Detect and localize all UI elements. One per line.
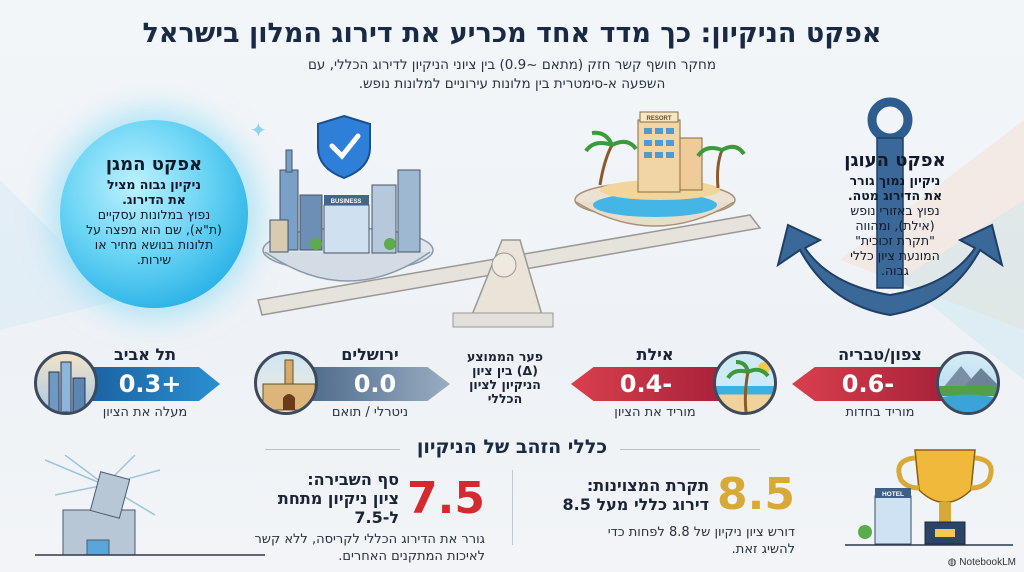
- palm-beach-icon: [713, 351, 777, 415]
- anchor-effect-bold-1: ניקיון נמוך גורר: [849, 173, 941, 188]
- anchor-effect-text: אפקט העוגן ניקיון נמוך גורר את הדירוג מט…: [790, 150, 1000, 278]
- anchor-icon: [776, 97, 1004, 317]
- old-city-gate-icon: [254, 351, 318, 415]
- shield-effect-bubble: אפקט המגן ניקיון גבוה מציל את הדירוג. נפ…: [60, 120, 248, 308]
- anchor-effect-title: אפקט העוגן: [844, 150, 946, 171]
- excellence-ceiling-text: דורש ציון ניקיון של 8.8 לפחות כדי להשיג …: [607, 525, 795, 557]
- average-gap-label: פער הממוצע (Δ) בין ציון הניקיון לציון הכ…: [467, 349, 543, 406]
- metric-city: צפון/טבריה: [838, 345, 922, 364]
- svg-text:BUSINESS: BUSINESS: [331, 199, 362, 205]
- metric-desc: ניטרלי / תואם: [331, 405, 409, 420]
- metric-desc: מעלה את הציון: [102, 405, 188, 420]
- excellence-ceiling-heading: תקרת המצוינות:: [586, 476, 710, 495]
- metric-desc: מוריד את הציון: [614, 405, 696, 420]
- metric-value: 0.6-: [792, 367, 944, 401]
- shield-effect-text: נפוץ במלונות עסקיים (ת"א), שם הוא מפצה ע…: [86, 207, 222, 267]
- broken-building-icon: [35, 455, 265, 556]
- notebooklm-logo-icon: ◍: [947, 557, 960, 568]
- svg-text:HOTEL: HOTEL: [882, 491, 904, 498]
- breaking-point-rule: 7.5 סף השבירה: ציון ניקיון מתחת ל-7.5 גו…: [250, 470, 485, 565]
- lake-mountain-icon: [936, 351, 1000, 415]
- metric-value: 0.4-: [571, 367, 721, 401]
- breaking-point-subheading: ציון ניקיון מתחת ל-7.5: [277, 489, 400, 527]
- city-skyline-icon: [34, 351, 98, 415]
- page-subtitle: מחקר חושף קשר חזק (מתאם ~0.9) בין ציוני …: [307, 57, 717, 92]
- divider: [265, 449, 400, 450]
- shield-effect-title: אפקט המגן: [105, 154, 203, 175]
- metric-value: 0.3+: [80, 367, 220, 401]
- breaking-point-heading: סף השבירה:: [307, 470, 400, 489]
- metric-eilat: 0.4- אילת מוריד את הציון: [565, 345, 777, 425]
- metric-desc: מוריד בחדות: [845, 405, 915, 420]
- excellence-ceiling-subheading: דירוג כללי מעל 8.5: [562, 495, 710, 514]
- metric-tel-aviv: 0.3+ תל אביב מעלה את הציון: [30, 345, 235, 425]
- seesaw-scale-illustration: BUSINESS RESORT: [257, 111, 762, 328]
- breaking-point-text: גורר את הדירוג הכללי לקריסה, ללא קשר לאי…: [254, 532, 485, 564]
- anchor-effect-bold-2: את הדירוג מטה.: [847, 188, 943, 203]
- shield-effect-bold-1: ניקיון גבוה מציל: [106, 177, 202, 192]
- svg-text:RESORT: RESORT: [646, 116, 671, 122]
- breaking-point-number: 7.5: [407, 472, 485, 524]
- metric-city: ירושלים: [341, 345, 399, 364]
- metric-north-tiberias: 0.6- צפון/טבריה מוריד בחדות: [790, 345, 1010, 425]
- divider: [512, 470, 513, 545]
- metric-city: תל אביב: [113, 345, 177, 364]
- anchor-effect-desc: נפוץ באזורי נופש (אילת), ומהווה "תקרת זכ…: [850, 203, 940, 278]
- excellence-ceiling-number: 8.5: [717, 469, 795, 520]
- metric-city: אילת: [636, 345, 674, 364]
- trophy-hotel-icon: HOTEL: [845, 449, 1013, 546]
- divider: [620, 449, 760, 450]
- excellence-ceiling-rule: 8.5 תקרת המצוינות: דירוג כללי מעל 8.5 דו…: [540, 470, 795, 558]
- sparkle-icon: ✦: [250, 118, 267, 142]
- metric-value: 0.0: [300, 367, 450, 401]
- brand-notebooklm: ◍ NotebookLM: [947, 557, 1016, 568]
- shield-effect-bold-2: את הדירוג.: [122, 192, 186, 207]
- page-title: אפקט הניקיון: כך מדד אחד מכריע את דירוג …: [142, 18, 882, 49]
- golden-rules-title: כללי הזהב של הניקיון: [416, 436, 608, 458]
- metric-jerusalem: 0.0 ירושלים ניטרלי / תואם: [250, 345, 455, 425]
